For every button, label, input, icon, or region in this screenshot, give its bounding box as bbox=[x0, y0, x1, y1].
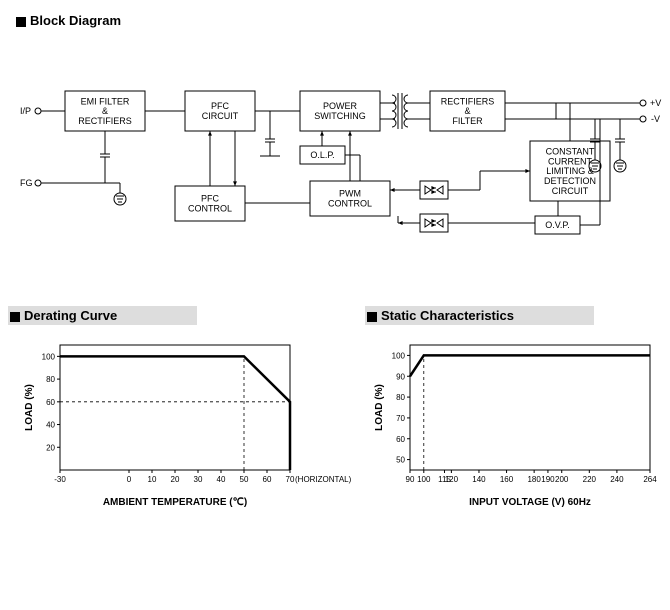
svg-text:PFC: PFC bbox=[201, 194, 220, 204]
svg-text:50: 50 bbox=[396, 456, 405, 465]
svg-text:0: 0 bbox=[127, 475, 132, 484]
svg-text:90: 90 bbox=[396, 372, 405, 381]
svg-text:50: 50 bbox=[240, 475, 249, 484]
label-pv: +V bbox=[650, 98, 661, 108]
svg-text:160: 160 bbox=[500, 475, 514, 484]
svg-text:&: & bbox=[464, 106, 470, 116]
svg-text:200: 200 bbox=[555, 475, 569, 484]
svg-text:RECTIFIERS: RECTIFIERS bbox=[441, 96, 495, 106]
svg-text:LIMITING &: LIMITING & bbox=[546, 166, 594, 176]
svg-text:PWM: PWM bbox=[339, 189, 361, 199]
svg-text:INPUT VOLTAGE (V) 60Hz: INPUT VOLTAGE (V) 60Hz bbox=[469, 497, 591, 508]
svg-text:LOAD (%): LOAD (%) bbox=[24, 384, 35, 431]
svg-text:70: 70 bbox=[396, 414, 405, 423]
section-title-derating: Derating Curve bbox=[8, 306, 197, 325]
svg-text:PFC: PFC bbox=[211, 101, 230, 111]
svg-text:180: 180 bbox=[527, 475, 541, 484]
svg-text:190: 190 bbox=[541, 475, 555, 484]
label-nv: -V bbox=[651, 114, 660, 124]
svg-text:30: 30 bbox=[194, 475, 203, 484]
svg-text:&: & bbox=[102, 106, 108, 116]
svg-text:80: 80 bbox=[46, 375, 55, 384]
svg-text:CONTROL: CONTROL bbox=[328, 199, 372, 209]
svg-text:(HORIZONTAL): (HORIZONTAL) bbox=[295, 475, 352, 484]
svg-text:LOAD (%): LOAD (%) bbox=[374, 384, 385, 431]
svg-text:264: 264 bbox=[643, 475, 657, 484]
svg-text:60: 60 bbox=[396, 435, 405, 444]
svg-text:RECTIFIERS: RECTIFIERS bbox=[78, 116, 132, 126]
svg-text:100: 100 bbox=[42, 352, 56, 361]
svg-text:FILTER: FILTER bbox=[452, 116, 483, 126]
svg-text:10: 10 bbox=[148, 475, 157, 484]
title-text: Block Diagram bbox=[30, 13, 121, 28]
svg-text:DETECTION: DETECTION bbox=[544, 176, 596, 186]
svg-text:90: 90 bbox=[406, 475, 415, 484]
svg-text:60: 60 bbox=[263, 475, 272, 484]
svg-text:CONSTANT: CONSTANT bbox=[546, 146, 595, 156]
title-text: Static Characteristics bbox=[381, 308, 514, 323]
svg-text:120: 120 bbox=[445, 475, 459, 484]
svg-text:CIRCUIT: CIRCUIT bbox=[552, 186, 589, 196]
svg-text:EMI FILTER: EMI FILTER bbox=[81, 96, 130, 106]
svg-text:CURRENT: CURRENT bbox=[548, 156, 593, 166]
svg-text:20: 20 bbox=[46, 443, 55, 452]
svg-text:O.V.P.: O.V.P. bbox=[545, 220, 570, 230]
svg-text:240: 240 bbox=[610, 475, 624, 484]
svg-text:80: 80 bbox=[396, 393, 405, 402]
label-ip: I/P bbox=[20, 106, 31, 116]
title-text: Derating Curve bbox=[24, 308, 117, 323]
derating-chart-svg: 20 40 60 80 100 -30 0 10 20 30 40 50 60 70(HORIZONTAL… bbox=[0, 325, 360, 525]
svg-text:40: 40 bbox=[46, 421, 55, 430]
block-diagram-svg: EMI FILTER&RECTIFIERSPFCCIRCUITPOWERSWIT… bbox=[0, 31, 670, 296]
svg-text:20: 20 bbox=[171, 475, 180, 484]
svg-text:100: 100 bbox=[417, 475, 431, 484]
svg-text:100: 100 bbox=[392, 351, 406, 360]
svg-text:220: 220 bbox=[583, 475, 597, 484]
svg-text:SWITCHING: SWITCHING bbox=[314, 111, 366, 121]
label-fg: FG bbox=[20, 178, 33, 188]
svg-text:60: 60 bbox=[46, 398, 55, 407]
svg-text:140: 140 bbox=[472, 475, 486, 484]
section-title-block-diagram: Block Diagram bbox=[8, 10, 129, 31]
svg-text:40: 40 bbox=[217, 475, 226, 484]
svg-text:-30: -30 bbox=[54, 475, 66, 484]
svg-text:70: 70 bbox=[286, 475, 295, 484]
svg-text:POWER: POWER bbox=[323, 101, 358, 111]
section-title-static: Static Characteristics bbox=[365, 306, 594, 325]
svg-text:CONTROL: CONTROL bbox=[188, 204, 232, 214]
svg-text:CIRCUIT: CIRCUIT bbox=[202, 111, 239, 121]
svg-text:AMBIENT TEMPERATURE (℃): AMBIENT TEMPERATURE (℃) bbox=[103, 497, 247, 508]
svg-text:O.L.P.: O.L.P. bbox=[310, 150, 334, 160]
static-chart-svg: 5060708090100901001151201401601801902002… bbox=[360, 325, 670, 525]
